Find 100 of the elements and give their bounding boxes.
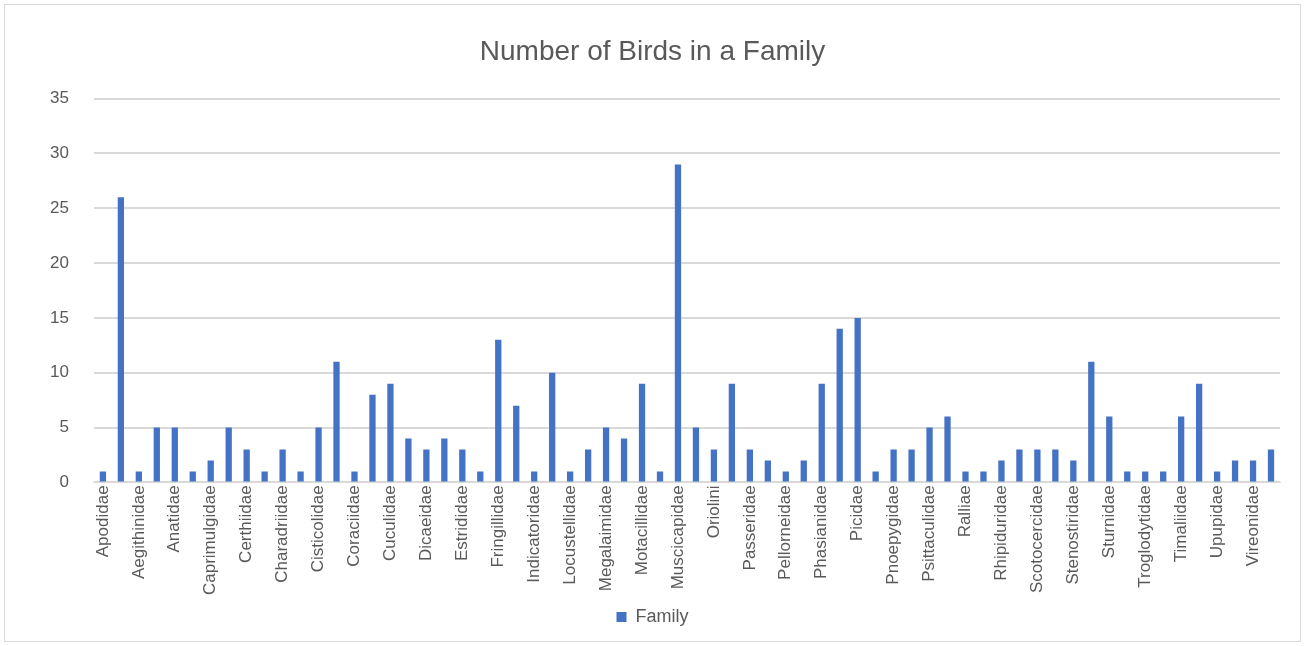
bar [962,471,969,482]
x-tick-label: Sturnidae [1098,485,1118,559]
x-tick-label: Aegithinidae [128,485,148,579]
bar [656,471,664,482]
x-tick-label: Anatidae [164,485,184,553]
bar [279,449,286,482]
bar [926,427,933,482]
x-tick-label: Troglodytidae [1134,485,1154,588]
x-tick-label: Caprimulgidae [200,485,220,596]
bar [782,471,789,482]
bar [513,405,520,482]
y-tick-label: 0 [59,472,69,492]
bar [674,164,682,482]
bar [1213,471,1221,482]
bar [728,383,736,482]
x-tick-label: Coraciidae [344,485,364,567]
bar [1267,449,1275,482]
x-tick-label: Phasianidae [811,485,831,579]
y-tick-label: 20 [49,252,69,272]
bar [531,471,538,482]
bar [764,460,771,482]
x-tick-label: Upupidae [1206,485,1226,559]
bar [872,471,879,482]
x-tick-label: Indicatoridae [523,485,543,583]
bar [800,460,807,482]
bar [944,416,951,482]
bar [567,471,574,482]
x-tick-label: Motacillidae [631,485,651,576]
bar [1142,471,1149,482]
y-tick-label: 5 [59,417,69,437]
bar [351,471,358,482]
bar [99,471,107,482]
bar [1160,471,1167,482]
x-tick-label: Rhipiduridae [991,485,1011,581]
bar [315,427,322,482]
bar [459,449,466,482]
bar [549,372,556,482]
x-tick-label: Timaliidae [1170,485,1190,563]
bar [1249,460,1257,482]
bar [495,339,502,482]
bar [1231,460,1239,482]
bar [117,197,125,482]
chart-title: Number of Birds in a Family [479,34,826,66]
x-tick-label: Apodidae [92,485,112,558]
bar [297,471,304,482]
x-tick-label: Locustellidae [559,485,579,585]
bar [369,394,376,482]
bar [1070,460,1077,482]
x-tick-label: Vireonidae [1242,485,1262,567]
bar [135,471,142,482]
bar [189,471,196,482]
bar [153,427,160,482]
bar [207,460,214,482]
x-tick-label: Cisticolidae [308,485,328,573]
y-tick-label: 30 [49,143,69,163]
y-tick-label: 25 [49,197,69,217]
bar [746,449,753,482]
bar [477,471,484,482]
x-tick-label: Muscicapidae [667,485,687,590]
x-tick-label: Pnoepygidae [883,485,903,585]
x-tick-label: Ralliae [955,485,975,538]
bar [1195,383,1203,482]
bar [1034,449,1041,482]
y-tick-label: 15 [49,307,69,327]
y-tick-label: 35 [49,88,69,108]
bar [584,449,592,482]
bar [261,471,268,482]
bar [998,460,1005,482]
bar [423,449,430,482]
bar [1088,361,1095,482]
bar [1052,449,1059,482]
bar [638,383,646,482]
bar [980,471,987,482]
x-tick-label: Oriolini [703,485,723,539]
bar [1124,471,1131,482]
bar [1016,449,1023,482]
bar [243,449,250,482]
bar [333,361,340,482]
bar [1106,416,1113,482]
bar [692,427,700,482]
bar [1178,416,1185,482]
bar [225,427,232,482]
x-tick-label: Estrididae [452,485,471,561]
x-tick-label: Pellorneidae [775,485,795,580]
x-tick-label: Picidae [847,485,867,542]
x-tick-label: Passeridae [739,485,759,571]
x-tick-label: Psittaculidae [919,485,939,582]
x-tick-label: Scotocercidae [1027,485,1047,594]
bar [441,438,448,482]
y-tick-label: 10 [49,362,69,382]
bar [387,383,394,482]
x-tick-label: Megalaimidae [595,485,615,592]
bar [854,317,861,482]
bar [602,427,610,482]
x-tick-label: Stenostiridae [1063,485,1083,585]
x-tick-label: Fringillidae [487,485,507,568]
bar [818,383,825,482]
bar [890,449,897,482]
bar [620,438,628,482]
bar [405,438,412,482]
